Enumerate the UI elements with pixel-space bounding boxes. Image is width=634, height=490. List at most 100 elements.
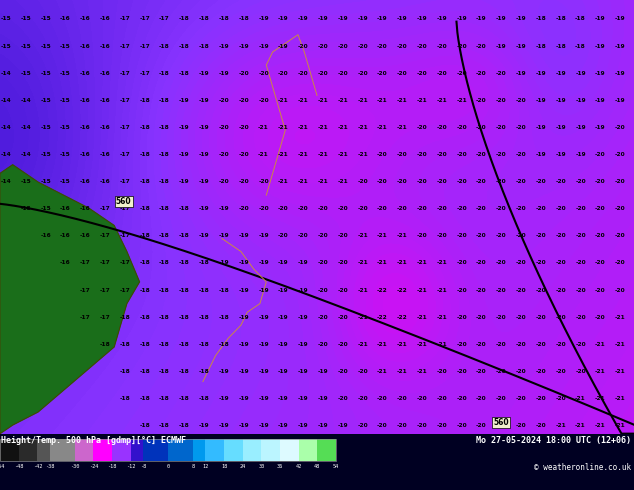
Text: -15: -15 (40, 17, 51, 22)
Text: -20: -20 (595, 179, 605, 184)
Text: -19: -19 (278, 396, 288, 401)
Text: -20: -20 (258, 98, 269, 103)
Text: -15: -15 (20, 71, 31, 75)
Text: -19: -19 (298, 288, 309, 293)
Text: -20: -20 (456, 369, 467, 374)
Text: -16: -16 (80, 71, 91, 75)
Text: -20: -20 (436, 206, 447, 211)
Text: -18: -18 (159, 71, 170, 75)
Text: -20: -20 (417, 233, 427, 238)
Text: -14: -14 (1, 71, 11, 75)
Text: 560: 560 (493, 418, 508, 427)
Text: -19: -19 (278, 369, 288, 374)
Text: -20: -20 (456, 179, 467, 184)
Text: -21: -21 (337, 179, 348, 184)
Text: -20: -20 (337, 233, 348, 238)
Text: -20: -20 (238, 71, 249, 75)
Text: -18: -18 (179, 423, 190, 428)
Text: -20: -20 (536, 342, 547, 347)
Text: -19: -19 (298, 260, 309, 266)
Text: -14: -14 (1, 98, 11, 103)
Text: -20: -20 (238, 98, 249, 103)
Text: -20: -20 (496, 369, 507, 374)
Text: -18: -18 (119, 342, 130, 347)
Text: -21: -21 (377, 342, 388, 347)
Text: -15: -15 (40, 206, 51, 211)
Text: -20: -20 (476, 423, 487, 428)
Text: -19: -19 (595, 98, 605, 103)
Text: -18: -18 (219, 288, 230, 293)
Text: -20: -20 (555, 396, 566, 401)
Text: -20: -20 (595, 233, 605, 238)
Text: -20: -20 (476, 288, 487, 293)
Text: -16: -16 (80, 206, 91, 211)
Text: -21: -21 (357, 342, 368, 347)
Text: -15: -15 (60, 71, 71, 75)
Text: -19: -19 (278, 17, 288, 22)
Text: -21: -21 (595, 396, 605, 401)
Text: -19: -19 (219, 206, 230, 211)
Text: -20: -20 (595, 315, 605, 319)
Text: -21: -21 (337, 125, 348, 130)
Text: -20: -20 (337, 342, 348, 347)
Text: -20: -20 (575, 233, 586, 238)
Text: -21: -21 (575, 396, 586, 401)
Text: -19: -19 (198, 98, 209, 103)
Text: -17: -17 (100, 206, 110, 211)
Text: -21: -21 (397, 233, 408, 238)
Text: -17: -17 (159, 17, 170, 22)
Text: -19: -19 (278, 315, 288, 319)
Text: -19: -19 (318, 369, 328, 374)
Text: -15: -15 (40, 98, 51, 103)
Text: -24: -24 (89, 464, 98, 468)
Text: -14: -14 (20, 152, 31, 157)
Text: -20: -20 (476, 206, 487, 211)
Text: -16: -16 (80, 233, 91, 238)
Text: -20: -20 (575, 260, 586, 266)
Text: -19: -19 (179, 179, 190, 184)
Bar (318, 439, 336, 461)
Text: -19: -19 (219, 260, 230, 266)
Text: -21: -21 (318, 98, 328, 103)
Text: -20: -20 (515, 179, 526, 184)
Bar (243, 439, 261, 461)
Text: -19: -19 (198, 125, 209, 130)
Bar (75, 439, 93, 461)
Text: -19: -19 (258, 423, 269, 428)
Text: -17: -17 (119, 206, 130, 211)
Text: -18: -18 (139, 315, 150, 319)
Text: -21: -21 (318, 125, 328, 130)
Text: -19: -19 (298, 315, 309, 319)
Text: -15: -15 (40, 152, 51, 157)
Text: -19: -19 (258, 288, 269, 293)
Text: -19: -19 (536, 125, 547, 130)
Text: -19: -19 (179, 152, 190, 157)
Text: -20: -20 (456, 44, 467, 49)
Text: -15: -15 (60, 125, 71, 130)
Text: -20: -20 (357, 179, 368, 184)
Text: -18: -18 (555, 17, 566, 22)
Text: -18: -18 (159, 369, 170, 374)
Text: -20: -20 (515, 233, 526, 238)
Text: -21: -21 (436, 260, 447, 266)
Text: -19: -19 (515, 71, 526, 75)
Text: -20: -20 (536, 396, 547, 401)
Text: -19: -19 (496, 17, 507, 22)
Text: -21: -21 (278, 179, 288, 184)
Text: -18: -18 (139, 288, 150, 293)
Text: -14: -14 (1, 179, 11, 184)
Text: -21: -21 (397, 98, 408, 103)
Text: -19: -19 (536, 71, 547, 75)
Text: -20: -20 (318, 342, 328, 347)
Text: -14: -14 (1, 125, 11, 130)
Text: -19: -19 (377, 17, 388, 22)
Text: -19: -19 (219, 396, 230, 401)
Text: -18: -18 (198, 288, 209, 293)
Text: -15: -15 (60, 44, 71, 49)
Text: -16: -16 (100, 98, 110, 103)
Text: -8: -8 (140, 464, 146, 468)
Bar (93, 439, 112, 461)
Text: -19: -19 (198, 152, 209, 157)
Text: -20: -20 (496, 179, 507, 184)
Text: -18: -18 (159, 342, 170, 347)
